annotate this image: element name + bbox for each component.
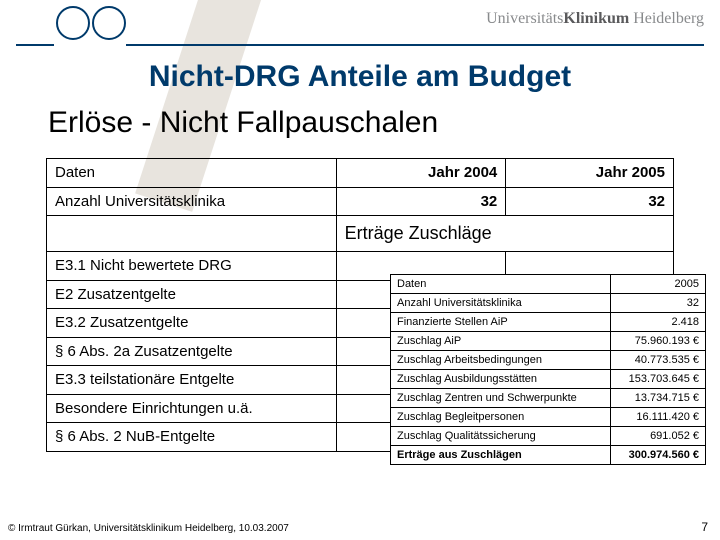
slide: UniversitätsKlinikum Heidelberg Nicht-DR… [0, 0, 720, 540]
table-row: Zuschlag Arbeitsbedingungen40.773.535 € [391, 351, 706, 370]
table-row: Zuschlag AiP75.960.193 € [391, 332, 706, 351]
table-row: Anzahl Universitätsklinika 32 32 [47, 187, 674, 216]
table-row: Zuschlag Ausbildungsstätten153.703.645 € [391, 370, 706, 389]
cell-label: § 6 Abs. 2 NuB-Entgelte [47, 423, 337, 452]
section-label: Erträge Zuschläge [336, 216, 673, 252]
brand-text: UniversitätsKlinikum Heidelberg [486, 10, 704, 28]
total-row: Erträge aus Zuschlägen300.974.560 € [391, 446, 706, 465]
overlay-panel: Daten 2005 Anzahl Universitätsklinika32 … [390, 274, 706, 465]
header: UniversitätsKlinikum Heidelberg [0, 0, 720, 46]
brand-part1: Universitäts [486, 10, 563, 27]
cell-value: 32 [336, 187, 506, 216]
small-header-daten: Daten [391, 275, 611, 294]
table-row: Zuschlag Qualitätssicherung691.052 € [391, 427, 706, 446]
logo-icon [56, 6, 126, 45]
table-row: Finanzierte Stellen AiP2.418 [391, 313, 706, 332]
brand-part3: Heidelberg [629, 10, 704, 27]
cell-label: E2 Zusatzentgelte [47, 280, 337, 309]
cell-label: Besondere Einrichtungen u.ä. [47, 394, 337, 423]
header-rule [16, 44, 704, 46]
cell-label: E3.1 Nicht bewertete DRG [47, 252, 337, 281]
table-header-row: Daten Jahr 2004 Jahr 2005 [47, 159, 674, 188]
table-row: Zuschlag Begleitpersonen16.111.420 € [391, 408, 706, 427]
table-row: Anzahl Universitätsklinika32 [391, 294, 706, 313]
cell-label: Anzahl Universitätsklinika [47, 187, 337, 216]
section-row: Erträge Zuschläge [47, 216, 674, 252]
footer-copyright: © Irmtraut Gürkan, Universitätsklinikum … [8, 523, 289, 534]
slide-subtitle: Erlöse - Nicht Fallpauschalen [48, 106, 438, 140]
page-number: 7 [701, 520, 708, 534]
header-2004: Jahr 2004 [336, 159, 506, 188]
slide-title: Nicht-DRG Anteile am Budget [0, 60, 720, 94]
zuschlaege-table: Daten 2005 Anzahl Universitätsklinika32 … [390, 274, 706, 465]
cell-label: E3.3 teilstationäre Entgelte [47, 366, 337, 395]
table-header-row: Daten 2005 [391, 275, 706, 294]
cell-label: E3.2 Zusatzentgelte [47, 309, 337, 338]
cell-label: § 6 Abs. 2a Zusatzentgelte [47, 337, 337, 366]
table-row: Zuschlag Zentren und Schwerpunkte13.734.… [391, 389, 706, 408]
header-2005: Jahr 2005 [506, 159, 674, 188]
brand-part2: Klinikum [563, 10, 629, 27]
header-daten: Daten [47, 159, 337, 188]
small-header-2005: 2005 [610, 275, 705, 294]
cell-value: 32 [506, 187, 674, 216]
empty-cell [47, 216, 337, 252]
